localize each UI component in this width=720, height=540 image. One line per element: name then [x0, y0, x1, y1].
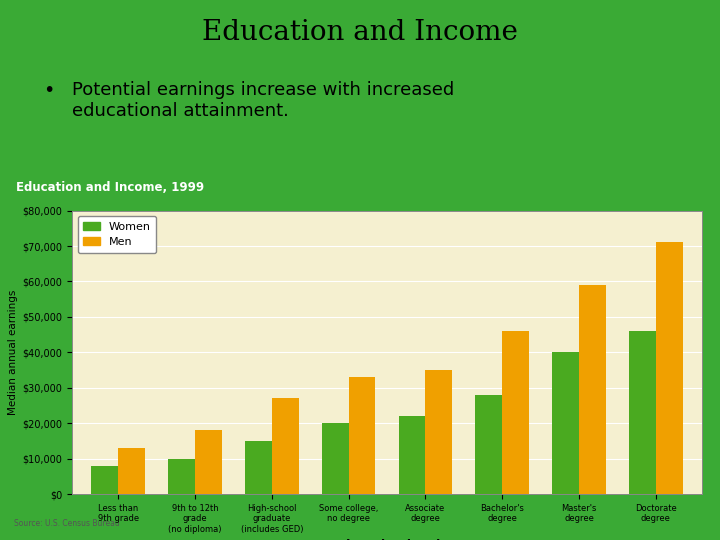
Legend: Women, Men: Women, Men: [78, 216, 156, 253]
Bar: [629, 331, 656, 494]
Text: Education and Income: Education and Income: [202, 19, 518, 46]
Bar: [168, 458, 195, 494]
Text: Education and Income, 1999: Education and Income, 1999: [17, 181, 204, 194]
Bar: [195, 430, 222, 494]
Bar: [426, 370, 452, 494]
Bar: [348, 377, 375, 494]
Bar: [322, 423, 348, 494]
Bar: [503, 331, 529, 494]
Bar: [245, 441, 271, 494]
Bar: [475, 395, 503, 494]
Bar: [579, 285, 606, 494]
Bar: [399, 416, 426, 494]
Bar: [271, 399, 299, 494]
Bar: [91, 465, 118, 494]
Text: •: •: [43, 81, 55, 100]
X-axis label: Education level: Education level: [333, 539, 441, 540]
Bar: [118, 448, 145, 494]
Bar: [656, 242, 683, 494]
Y-axis label: Median annual earnings: Median annual earnings: [8, 289, 18, 415]
Text: Potential earnings increase with increased
educational attainment.: Potential earnings increase with increas…: [72, 81, 454, 120]
Text: Source: U.S. Census Bureau: Source: U.S. Census Bureau: [14, 519, 120, 528]
Bar: [552, 352, 579, 494]
